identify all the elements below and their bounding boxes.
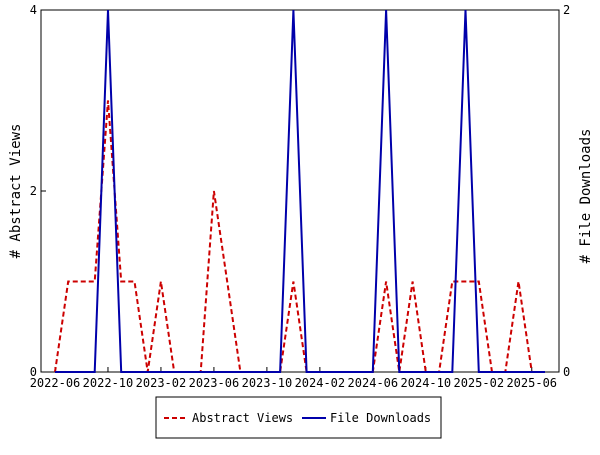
x-tick-label: 2025-02 — [453, 376, 504, 390]
legend-label-abstract-views: Abstract Views — [192, 411, 293, 425]
series-layer — [54, 9, 545, 373]
series-line-file-downloads — [55, 9, 545, 373]
series-line-abstract-views — [54, 100, 545, 373]
y-left-tick-label: 0 — [30, 365, 37, 379]
legend: Abstract Views File Downloads — [155, 396, 442, 439]
x-tick-label: 2025-06 — [506, 376, 557, 390]
y-right-tick-label: 0 — [563, 365, 570, 379]
x-tick-label: 2023-02 — [136, 376, 187, 390]
ticks-layer: 2022-06 2022-10 2023-02 2023-06 2023-10 2024-… — [30, 3, 571, 390]
legend-box — [155, 396, 442, 439]
x-tick-label: 2022-06 — [30, 376, 81, 390]
y-left-tick-label: 2 — [30, 184, 37, 198]
legend-label-file-downloads: File Downloads — [330, 411, 431, 425]
x-tick-label: 2024-02 — [295, 376, 346, 390]
x-tick-label: 2024-10 — [401, 376, 452, 390]
x-tick-label: 2024-06 — [348, 376, 399, 390]
y-right-axis-label: # File Downloads — [578, 129, 594, 264]
y-left-axis-label: # Abstract Views — [8, 124, 24, 259]
x-tick-label: 2022-10 — [83, 376, 134, 390]
y-left-tick-label: 4 — [30, 3, 37, 17]
x-tick-label: 2023-10 — [242, 376, 293, 390]
x-tick-label: 2023-06 — [189, 376, 240, 390]
y-right-tick-label: 2 — [563, 3, 570, 17]
